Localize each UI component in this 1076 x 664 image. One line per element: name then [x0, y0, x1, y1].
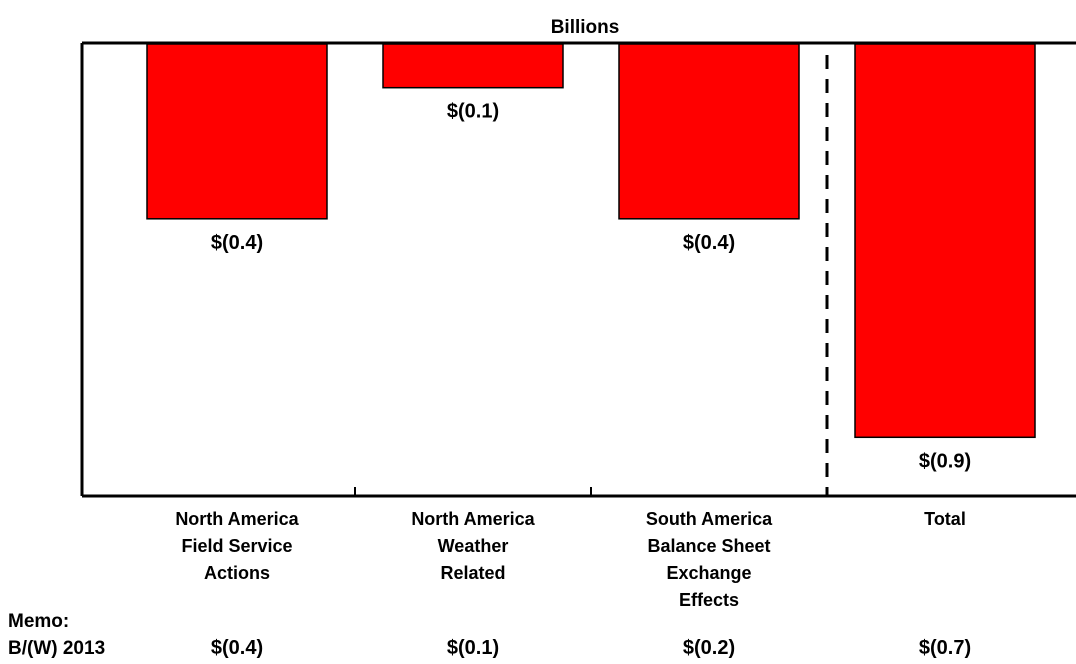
- memo-value: $(0.4): [211, 637, 263, 659]
- bar: [854, 43, 1036, 439]
- bar: [618, 43, 800, 220]
- x-tick-label: North America Field Service Actions: [175, 509, 299, 583]
- data-label: $(0.9): [919, 450, 971, 472]
- data-label: $(0.4): [683, 232, 735, 254]
- memo-value: $(0.1): [447, 637, 499, 659]
- chart-title: Billions: [551, 17, 620, 38]
- memo-value: $(0.7): [919, 637, 971, 659]
- bar: [382, 43, 564, 89]
- data-label: $(0.1): [447, 101, 499, 123]
- x-tick-label: Total: [924, 509, 966, 529]
- x-tick-label: South America Balance Sheet Exchange Effect…: [646, 509, 773, 610]
- x-tick-label: North America Weather Related: [411, 509, 535, 583]
- memo-heading: Memo:: [8, 611, 69, 632]
- bar: [146, 43, 328, 220]
- data-label: $(0.4): [211, 232, 263, 254]
- memo-row-label: B/(W) 2013: [8, 638, 105, 659]
- memo-value: $(0.2): [683, 637, 735, 659]
